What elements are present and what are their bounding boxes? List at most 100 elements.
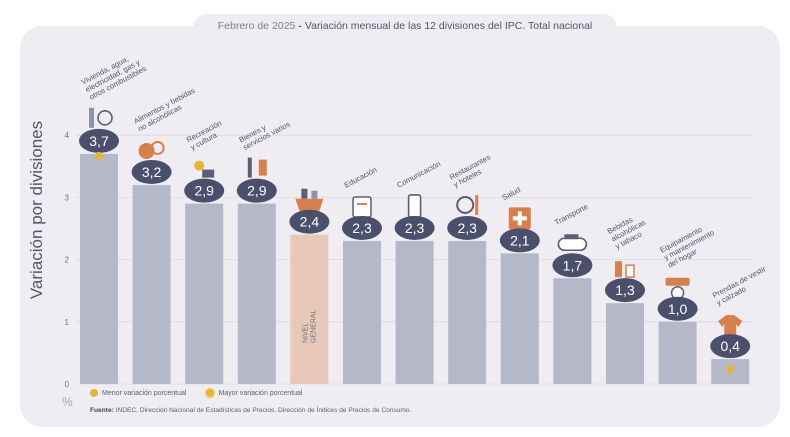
- bar: [553, 278, 592, 384]
- data-label: 1,3: [615, 282, 635, 298]
- category-label-line: Educación: [343, 165, 379, 190]
- value-badge: [342, 215, 382, 240]
- category-label-line: NIVEL: [302, 323, 309, 343]
- title-main: Variación mensual de las 12 divisiones d…: [304, 20, 593, 32]
- value-badge-group: 2,1: [499, 207, 540, 253]
- value-badge: [131, 159, 172, 184]
- communication-icon: [407, 194, 422, 218]
- bar: [343, 240, 381, 384]
- legend: Menor variación porcentual Mayor variaci…: [90, 389, 302, 397]
- category-label: Restaurantesy hoteles: [448, 152, 496, 189]
- value-badge-group: 1,0: [657, 277, 698, 321]
- value-badge: [447, 215, 488, 240]
- value-badge-group: 2,3: [342, 196, 382, 240]
- title-separator: -: [298, 20, 302, 32]
- bar: [606, 303, 644, 384]
- legend-max-dot: [206, 389, 215, 397]
- bar: [448, 240, 487, 384]
- value-badge: [552, 253, 593, 278]
- source-note: Fuente: INDEC, Dirección Nacional de Est…: [90, 407, 411, 414]
- category-label: Prendas de vestiry calzado: [711, 264, 772, 307]
- value-badge-group: 2,9: [236, 157, 277, 203]
- bar: [658, 321, 697, 384]
- data-label: 3,2: [142, 164, 162, 180]
- data-label: 2,3: [352, 220, 372, 236]
- recreation-icon: [194, 160, 215, 178]
- transport-icon: [557, 234, 588, 252]
- value-badge-group: 2,9: [184, 160, 225, 203]
- clothing-icon: [718, 315, 743, 336]
- category-label: Salud: [501, 185, 522, 202]
- beverages-icon: [615, 261, 635, 278]
- category-label: Vivienda, agua,electricidad, gas yotros …: [80, 49, 148, 102]
- chart-title: Febrero de 2025 - Variación mensual de l…: [194, 14, 616, 38]
- category-label: Equipamientoy mantenimientodel hogar: [658, 220, 719, 269]
- data-label: 2,3: [405, 220, 425, 236]
- data-label: 2,4: [300, 214, 320, 230]
- value-badge-group: 2,3: [394, 194, 435, 240]
- category-label: Alimentos y bebidasno alcohólicas: [132, 86, 200, 133]
- max-marker-dot: [95, 151, 103, 160]
- value-badge-group: 2,4: [289, 188, 330, 234]
- y-tick-label: 2: [65, 256, 70, 265]
- y-tick-label: 1: [65, 318, 70, 327]
- value-badge-group: 0,4: [710, 315, 751, 359]
- bar: [132, 184, 171, 384]
- value-badge: [499, 228, 540, 253]
- bar: [237, 203, 276, 384]
- data-label: 2,3: [457, 220, 477, 236]
- bar: [500, 253, 539, 384]
- category-label: Comunicación: [395, 159, 442, 190]
- source-text: INDEC, Dirección Nacional de Estadística…: [115, 407, 412, 414]
- value-badge: [605, 278, 645, 303]
- value-badge-group: 1,7: [552, 234, 593, 278]
- bar: [395, 240, 434, 384]
- data-label: 2,9: [247, 183, 267, 199]
- basket-icon: [295, 188, 324, 211]
- y-tick-label: 3: [65, 193, 70, 202]
- value-badge-group: 3,2: [131, 140, 172, 184]
- category-label: Transporte: [553, 202, 589, 227]
- bar-nivel-general: [290, 234, 329, 384]
- education-icon: [352, 196, 372, 218]
- household-equipment-icon: [665, 277, 690, 300]
- category-label: Educación: [343, 165, 379, 190]
- value-badge-group: 3,7: [79, 107, 119, 153]
- bar: [80, 153, 118, 384]
- data-label: 2,9: [194, 183, 214, 199]
- value-badge: [236, 178, 277, 203]
- household-icon: [89, 107, 113, 128]
- value-badge: [710, 334, 751, 359]
- data-label: 2,1: [510, 232, 530, 248]
- value-badge-group: 1,3: [605, 261, 645, 303]
- food-icon: [138, 140, 165, 159]
- category-label: NIVELGENERAL: [302, 309, 317, 343]
- y-tick-label: 4: [65, 131, 70, 140]
- value-badge: [657, 296, 698, 321]
- data-label: 1,0: [668, 301, 688, 317]
- data-label: 1,7: [563, 257, 583, 273]
- category-label: Bienes yservicios varios: [238, 112, 292, 152]
- legend-item-min: Menor variación porcentual: [90, 389, 186, 397]
- legend-min-label: Menor variación porcentual: [102, 389, 187, 397]
- legend-item-max: Mayor variación porcentual: [206, 389, 302, 397]
- value-badge: [184, 178, 225, 203]
- value-badge: [79, 128, 119, 153]
- restaurant-icon: [456, 194, 479, 215]
- legend-min-dot: [90, 389, 98, 397]
- y-axis-unit: %: [62, 395, 73, 409]
- category-label-line: Salud: [501, 185, 522, 202]
- services-icon: [247, 157, 267, 178]
- value-badge: [394, 215, 435, 240]
- legend-max-label: Mayor variación porcentual: [218, 389, 303, 397]
- source-label: Fuente:: [90, 407, 114, 414]
- health-icon: [508, 207, 531, 230]
- category-label: Bebidasalcohólicasy tabaco: [606, 210, 652, 251]
- data-label: 0,4: [720, 338, 740, 354]
- category-label-line: Transporte: [553, 202, 589, 227]
- bar: [185, 203, 224, 384]
- value-badge-group: 2,3: [447, 194, 488, 240]
- data-label: 3,7: [89, 133, 109, 149]
- min-marker-dot: [726, 365, 735, 374]
